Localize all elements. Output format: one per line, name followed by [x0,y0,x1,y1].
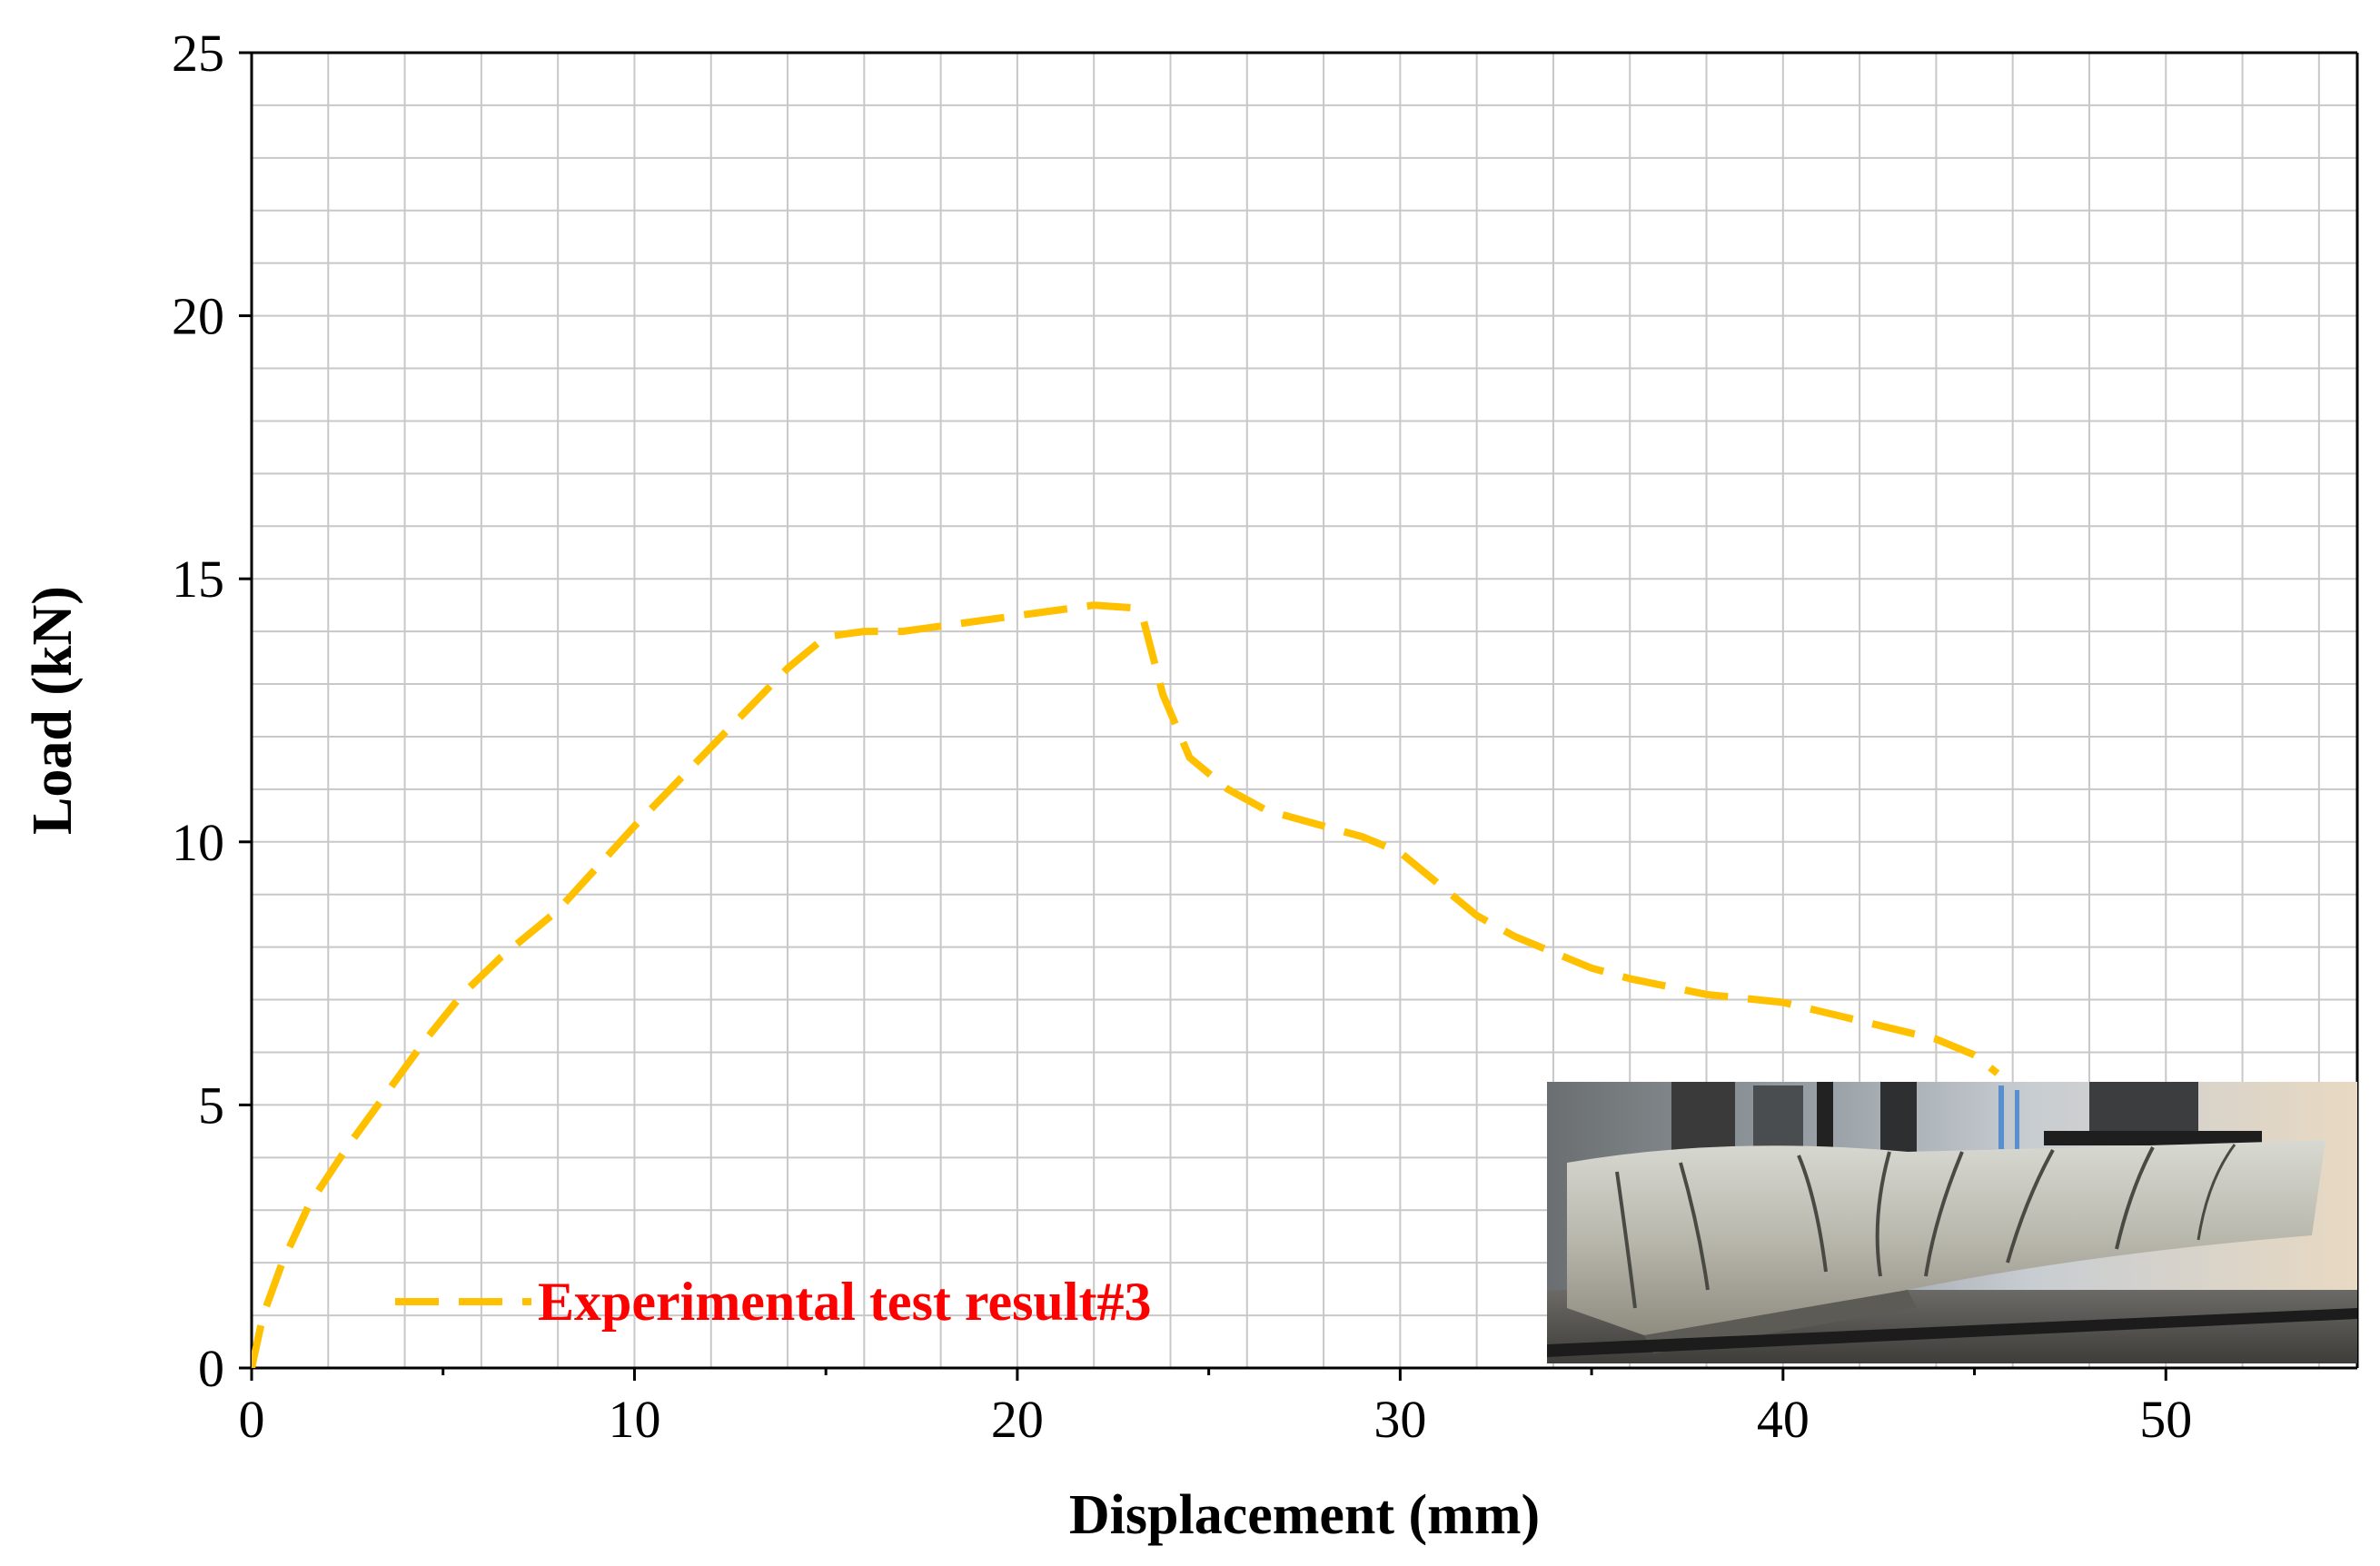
y-tick-label: 10 [172,813,224,872]
y-tick-label: 0 [198,1339,224,1398]
chart-ticks: 0 10 20 30 40 50 0 5 10 15 20 25 [172,24,2192,1449]
y-tick-label: 15 [172,550,224,609]
cracked-beam-photo-icon [1547,1082,2357,1363]
x-tick-label: 30 [1373,1390,1426,1449]
x-tick-label: 0 [239,1390,265,1449]
x-tick-label: 40 [1757,1390,1810,1449]
y-tick-label: 20 [172,287,224,346]
x-tick-label: 50 [2139,1390,2192,1449]
legend-label: Experimental test result#3 [538,1272,1151,1332]
legend: Experimental test result#3 [395,1272,1151,1332]
x-tick-label: 20 [991,1390,1044,1449]
x-tick-label: 10 [608,1390,660,1449]
x-axis-title: Displacement (mm) [1069,1484,1540,1546]
chart-series [252,601,2000,1368]
y-tick-label: 5 [198,1075,224,1135]
series-line [252,601,2000,1368]
y-tick-label: 25 [172,24,224,83]
y-axis-title: Load (kN) [22,586,84,835]
